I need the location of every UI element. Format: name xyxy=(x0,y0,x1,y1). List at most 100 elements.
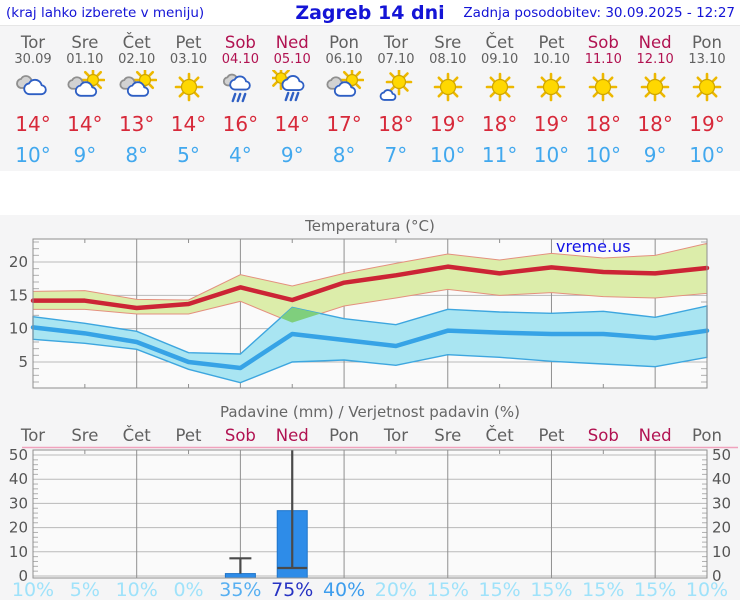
min-temperature: 9° xyxy=(280,143,304,167)
precip-probability-label: 40% xyxy=(322,579,366,600)
forecast-day-column[interactable]: Pon 06.10 17° 8° xyxy=(318,26,370,171)
weather-icon-partly xyxy=(119,70,157,97)
precip-day-label: Sob xyxy=(587,426,619,445)
forecast-day-column[interactable]: Čet 02.10 13° 8° xyxy=(111,26,163,171)
forecast-day-column[interactable]: Sob 11.10 18° 10° xyxy=(577,26,629,171)
forecast-day-column[interactable]: Sob 04.10 16° 4° xyxy=(214,26,266,171)
precip-y-tick-label: 30 xyxy=(9,494,28,512)
precip-day-label: Tor xyxy=(383,426,408,445)
precip-day-label: Čet xyxy=(485,426,514,445)
precip-day-label: Pet xyxy=(538,426,565,445)
weather-icon-partly xyxy=(326,70,365,97)
precip-y-tick-label: 20 xyxy=(712,519,731,537)
day-name: Tor xyxy=(20,33,46,52)
menu-hint-note: (kraj lahko izberete v meniju) xyxy=(6,5,205,21)
weather-icon-cloudy xyxy=(16,75,47,96)
day-date: 12.10 xyxy=(636,52,674,67)
precip-y-tick-label: 40 xyxy=(712,470,731,488)
min-temperature: 9° xyxy=(643,143,667,167)
weather-icon-sunny xyxy=(537,72,566,102)
forecast-day-column[interactable]: Pon 13.10 19° 10° xyxy=(681,26,733,171)
forecast-day-column[interactable]: Pet 10.10 19° 10° xyxy=(525,26,577,171)
precip-day-label: Sre xyxy=(71,426,99,445)
precip-probability-label: 75% xyxy=(271,579,314,600)
max-temperature: 18° xyxy=(378,112,414,136)
forecast-day-column[interactable]: Tor 30.09 14° 10° xyxy=(7,26,59,171)
forecast-day-column[interactable]: Ned 12.10 18° 9° xyxy=(629,26,681,171)
precip-day-label: Tor xyxy=(20,426,46,445)
day-name: Pet xyxy=(538,33,565,52)
weather-icon-mostly-sunny xyxy=(379,70,413,101)
max-temp-line xyxy=(30,264,710,311)
max-temperature: 13° xyxy=(118,112,155,136)
max-temperature: 17° xyxy=(326,112,362,136)
precip-day-label: Čet xyxy=(122,426,151,445)
min-temperature: 5° xyxy=(177,143,200,167)
max-temperature: 18° xyxy=(585,112,622,136)
max-temperature: 19° xyxy=(430,112,466,136)
max-temperature: 14° xyxy=(170,112,207,136)
precip-day-label: Pon xyxy=(329,426,360,445)
min-temperature: 10° xyxy=(585,143,622,167)
weather-icon-sunny xyxy=(174,72,203,102)
precip-probability-label: 15% xyxy=(634,579,677,600)
day-name: Pet xyxy=(175,33,202,52)
day-date: 01.10 xyxy=(66,52,104,67)
day-name: Pon xyxy=(692,33,722,52)
weather-icon-rain xyxy=(223,73,252,103)
day-name: Sre xyxy=(71,33,99,52)
min-temperature: 10° xyxy=(689,143,725,167)
precip-probability-label: 15% xyxy=(426,579,469,600)
day-date: 09.10 xyxy=(481,52,519,67)
precip-probability-label: 0% xyxy=(173,579,204,600)
precip-y-tick-label: 0 xyxy=(712,567,722,585)
min-temperature: 9° xyxy=(73,143,97,167)
precip-probability-label: 35% xyxy=(219,579,262,600)
forecast-day-column[interactable]: Sre 01.10 14° 9° xyxy=(59,26,111,171)
max-temperature: 19° xyxy=(689,112,725,136)
forecast-day-column[interactable]: Čet 09.10 18° 11° xyxy=(474,26,526,171)
weather-icon-partly xyxy=(67,70,105,97)
min-temperature: 8° xyxy=(332,143,356,167)
max-temperature: 14° xyxy=(67,112,103,136)
precip-probability-label: 20% xyxy=(374,579,418,600)
weather-icon-sun-rain xyxy=(272,70,305,102)
forecast-day-column[interactable]: Ned 05.10 14° 9° xyxy=(266,26,318,171)
forecast-strip: Tor 30.09 14° 10° Sre 01.10 14° 9° Čet 02.10 13° 8°… xyxy=(0,25,740,171)
vreme-us-link[interactable]: vreme.us xyxy=(556,237,631,256)
temp-y-tick-label: 5 xyxy=(18,353,28,371)
temp-y-tick-label: 20 xyxy=(9,253,28,271)
day-date: 05.10 xyxy=(273,52,311,67)
max-temperature: 14° xyxy=(274,112,310,136)
min-temperature: 4° xyxy=(229,143,252,167)
precip-y-tick-label: 30 xyxy=(712,494,731,512)
day-date: 06.10 xyxy=(325,52,363,67)
precip-day-label: Pon xyxy=(692,426,722,445)
weather-icon-sunny xyxy=(433,72,463,102)
forecast-day-column[interactable]: Pet 03.10 14° 5° xyxy=(163,26,215,171)
temperature-chart: 5 10 15 20 xyxy=(9,238,710,389)
day-date: 11.10 xyxy=(584,52,622,67)
day-name: Ned xyxy=(638,33,672,52)
precip-probability-label: 10% xyxy=(115,579,158,600)
forecast-day-column[interactable]: Tor 07.10 18° 7° xyxy=(370,26,422,171)
page-title: Zagreb 14 dni xyxy=(295,2,445,24)
day-date: 03.10 xyxy=(169,52,208,67)
weather-icon-sunny xyxy=(485,72,514,102)
day-name: Sob xyxy=(587,33,619,52)
precip-bar xyxy=(224,573,256,579)
precip-probability-label: 15% xyxy=(530,579,573,600)
temp-y-tick-label: 15 xyxy=(9,286,28,304)
precip-probability-label: 10% xyxy=(11,579,55,600)
precip-probability-label: 15% xyxy=(478,579,521,600)
temperature-chart-title: Temperatura (°C) xyxy=(305,217,435,235)
day-date: 02.10 xyxy=(118,52,156,67)
weather-icon-sunny xyxy=(640,72,670,102)
day-date: 13.10 xyxy=(688,52,726,67)
day-name: Sre xyxy=(434,33,462,52)
forecast-day-column[interactable]: Sre 08.10 19° 10° xyxy=(422,26,474,171)
precip-y-tick-label: 40 xyxy=(9,470,28,488)
min-temperature: 8° xyxy=(125,143,149,167)
day-name: Pon xyxy=(329,33,360,52)
